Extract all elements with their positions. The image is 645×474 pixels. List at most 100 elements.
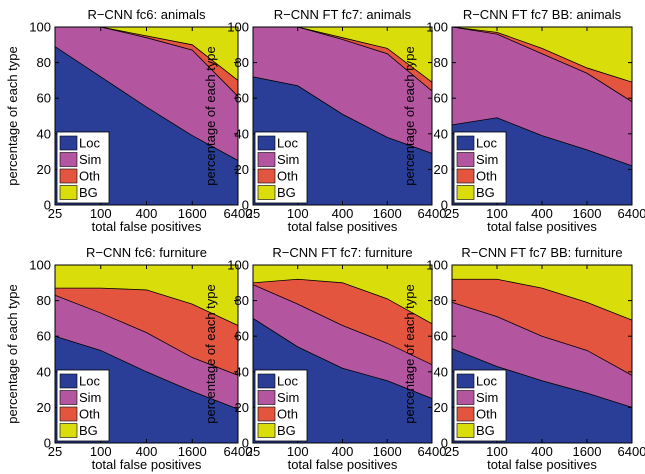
legend-swatch-loc [59,135,78,151]
area-sim [55,27,238,161]
chart-title: R−CNN fc6: animals [87,7,206,22]
legend-swatch-oth [59,406,78,422]
x-axis-label: total false positives [288,457,398,472]
chart-title: R−CNN FT fc7: furniture [272,245,412,260]
legend-swatch-oth [257,406,276,422]
boundary-line-sim [451,301,633,376]
legend-label-loc: Loc [79,136,100,151]
area-oth [55,288,238,376]
legend-label-sim: Sim [476,390,498,405]
y-tick-label: 0 [441,436,448,451]
legend-label-sim: Sim [476,152,498,167]
x-tick-label: 400 [136,444,158,459]
legend-label-oth: Oth [79,407,100,422]
x-tick-label: 25 [246,206,260,221]
y-tick-label: 80 [235,293,249,308]
panel-3: 0 20 40 60 80 100 25 100 400 1600 6400 R−CNN FT fc7… [402,7,645,234]
y-tick-label: 0 [44,436,51,451]
y-tick-label: 100 [426,258,448,273]
x-tick-label: 1600 [573,206,602,221]
y-axis-label: percentage of each type [402,284,417,424]
y-tick-label: 60 [434,91,448,106]
y-axis-label: percentage of each type [5,46,20,186]
legend-label-sim: Sim [79,152,101,167]
area-bg [253,27,432,83]
y-tick-label: 40 [37,364,51,379]
x-tick-label: 1600 [373,206,402,221]
y-tick-label: 20 [37,400,51,415]
panel-6: 0 20 40 60 80 100 25 100 400 1600 6400 R−CNN FT fc7… [402,245,645,472]
y-tick-label: 80 [37,55,51,70]
legend-label-bg: BG [79,423,98,438]
legend-label-bg: BG [79,185,98,200]
x-tick-label: 1600 [178,206,207,221]
y-axis-label: percentage of each type [203,46,218,186]
x-axis-label: total false positives [92,219,202,234]
y-tick-label: 40 [235,126,249,141]
y-tick-label: 20 [235,162,249,177]
legend-label-loc: Loc [476,136,497,151]
boundary-line-oth [452,278,633,321]
x-axis-label: total false positives [487,219,597,234]
x-tick-label: 400 [531,206,553,221]
area-sim [253,27,432,154]
y-tick-label: 60 [37,91,51,106]
legend-label-bg: BG [476,423,495,438]
legend-label-bg: BG [277,423,296,438]
legend-swatch-loc [257,373,276,389]
y-tick-label: 20 [434,162,448,177]
x-tick-label: 100 [486,206,508,221]
chart-title: R−CNN FT fc7: animals [274,7,412,22]
boundary-line-sim [252,284,433,366]
x-tick-label: 6400 [224,206,253,221]
area-bg [55,27,238,81]
legend-swatch-loc [456,135,475,151]
legend-swatch-sim [257,152,276,167]
y-tick-label: 40 [434,126,448,141]
legend-swatch-sim [456,390,475,405]
boundary-line-sim [451,26,633,103]
legend-label-sim: Sim [79,390,101,405]
x-axis-label: total false positives [288,219,398,234]
y-tick-label: 0 [242,198,249,213]
legend-label-oth: Oth [476,169,497,184]
legend-swatch-loc [257,135,276,151]
y-tick-label: 100 [426,20,448,35]
y-tick-label: 0 [44,198,51,213]
area-sim [55,295,238,410]
x-tick-label: 25 [445,444,459,459]
x-tick-label: 25 [48,206,62,221]
legend-swatch-sim [257,390,276,405]
x-tick-label: 1600 [373,444,402,459]
legend-label-loc: Loc [277,374,298,389]
legend-swatch-loc [59,373,78,389]
legend-label-loc: Loc [476,374,497,389]
x-tick-label: 100 [486,444,508,459]
x-tick-label: 25 [48,444,62,459]
y-tick-label: 60 [235,329,249,344]
legend-label-oth: Oth [277,407,298,422]
legend-swatch-bg [257,185,276,200]
x-tick-label: 400 [332,206,354,221]
boundary-line-oth [252,278,433,325]
legend-swatch-sim [59,152,78,167]
legend-swatch-bg [59,185,78,200]
area-sim [253,284,432,399]
x-tick-label: 100 [287,206,309,221]
y-tick-label: 100 [227,20,249,35]
y-tick-label: 80 [434,293,448,308]
x-tick-label: 400 [332,444,354,459]
x-tick-label: 6400 [224,444,253,459]
area-sim [452,302,632,408]
legend-swatch-oth [59,168,78,184]
x-axis-label: total false positives [92,457,202,472]
legend-swatch-bg [59,423,78,438]
x-tick-label: 100 [90,206,112,221]
boundary-line-oth [451,26,633,83]
